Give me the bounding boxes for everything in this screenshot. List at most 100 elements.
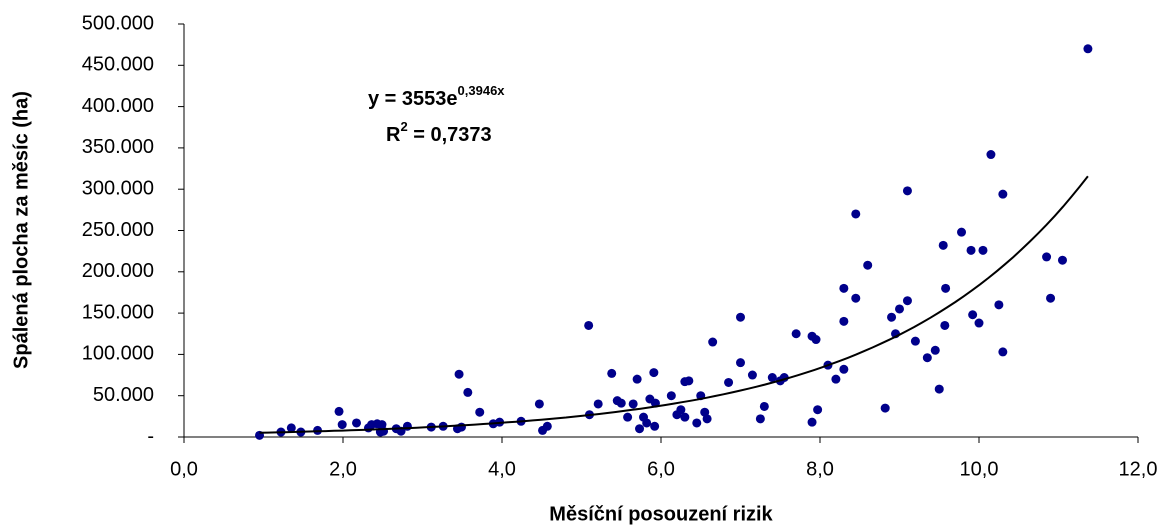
- y-tick-label: 250.000: [82, 219, 154, 241]
- y-tick-label: 50.000: [93, 384, 154, 406]
- data-point: [755, 414, 765, 424]
- y-tick-label: 400.000: [82, 95, 154, 117]
- data-point: [922, 353, 932, 363]
- x-tick-label: 10,0: [960, 458, 999, 480]
- data-point: [736, 312, 745, 322]
- data-point: [352, 418, 362, 428]
- y-axis-title: Spálená plocha za měsíc (ha): [10, 91, 32, 369]
- data-point: [807, 417, 817, 427]
- exponent: 0,3946x: [458, 83, 506, 98]
- data-point: [334, 406, 344, 416]
- data-point: [1083, 44, 1093, 54]
- data-point: [880, 403, 890, 413]
- data-point: [680, 412, 690, 422]
- data-point: [839, 364, 849, 374]
- data-point: [708, 337, 718, 347]
- data-point: [930, 345, 940, 355]
- data-point: [831, 374, 841, 384]
- trendline: [259, 175, 1089, 434]
- data-point: [642, 418, 652, 428]
- y-tick-label: 500.000: [82, 12, 154, 34]
- r2-power: 2: [400, 119, 407, 134]
- data-point: [649, 368, 659, 378]
- data-point: [994, 300, 1004, 310]
- data-point: [616, 398, 626, 408]
- data-point: [791, 329, 801, 339]
- data-point: [337, 420, 347, 430]
- data-point: [863, 260, 873, 270]
- data-point: [851, 209, 861, 219]
- data-point: [286, 423, 296, 433]
- data-point: [998, 347, 1008, 357]
- data-point: [724, 377, 734, 387]
- data-point: [692, 418, 702, 428]
- data-point: [628, 399, 638, 409]
- x-tick-label: 8,0: [806, 458, 834, 480]
- y-tick-label: 300.000: [82, 177, 154, 199]
- data-point: [676, 405, 686, 415]
- data-point: [759, 401, 769, 411]
- data-point: [934, 384, 944, 394]
- data-point: [542, 421, 552, 431]
- data-point: [1057, 255, 1067, 265]
- data-point: [684, 376, 694, 386]
- y-tick-label: 100.000: [82, 343, 154, 365]
- y-tick-label: 450.000: [82, 54, 154, 76]
- data-point: [593, 399, 603, 409]
- x-tick-label: 0,0: [170, 458, 198, 480]
- data-point: [941, 283, 951, 293]
- y-tick-label: -: [147, 425, 154, 447]
- data-point: [1046, 293, 1056, 303]
- r2-value: = 0,7373: [408, 124, 492, 146]
- data-point: [902, 296, 912, 306]
- data-point: [968, 310, 978, 320]
- data-point: [456, 422, 466, 432]
- data-point: [632, 374, 642, 384]
- data-point: [402, 421, 412, 431]
- data-point: [623, 412, 633, 422]
- data-point: [940, 320, 950, 330]
- r-squared: R2 = 0,7373: [386, 119, 492, 146]
- data-point: [1042, 252, 1052, 262]
- data-point: [957, 227, 967, 237]
- data-point: [534, 399, 544, 409]
- r2-label: R: [386, 124, 401, 146]
- data-point: [895, 304, 904, 314]
- data-point: [966, 245, 976, 255]
- data-point: [887, 312, 897, 322]
- data-point: [938, 240, 948, 250]
- data-point: [811, 335, 821, 345]
- data-point: [702, 414, 712, 424]
- data-point: [998, 189, 1008, 199]
- x-tick-label: 6,0: [647, 458, 675, 480]
- data-point: [978, 245, 988, 255]
- data-point: [463, 387, 473, 397]
- data-point: [839, 316, 849, 326]
- x-tick-label: 2,0: [329, 458, 357, 480]
- data-point: [974, 318, 984, 328]
- x-tick-label: 12,0: [1119, 458, 1158, 480]
- data-point: [607, 368, 617, 378]
- y-tick-label: 350.000: [82, 136, 154, 158]
- trend-equation: y = 3553e0,3946x: [368, 83, 505, 110]
- y-tick-label: 150.000: [82, 301, 154, 323]
- y-tick-label: 200.000: [82, 260, 154, 282]
- data-point: [650, 421, 660, 431]
- data-point: [910, 336, 920, 346]
- equation: y = 3553e: [368, 88, 458, 110]
- data-point: [902, 186, 912, 196]
- data-point: [475, 407, 485, 417]
- data-point: [736, 358, 745, 368]
- data-point: [635, 424, 645, 434]
- data-point: [767, 373, 777, 383]
- data-point: [454, 369, 464, 379]
- x-axis-title: Měsíční posouzení rizik: [549, 503, 773, 525]
- data-point: [666, 391, 676, 401]
- data-point: [986, 150, 996, 160]
- x-tick-label: 4,0: [488, 458, 516, 480]
- data-point: [851, 293, 861, 303]
- data-point: [584, 320, 594, 330]
- data-point: [747, 370, 757, 380]
